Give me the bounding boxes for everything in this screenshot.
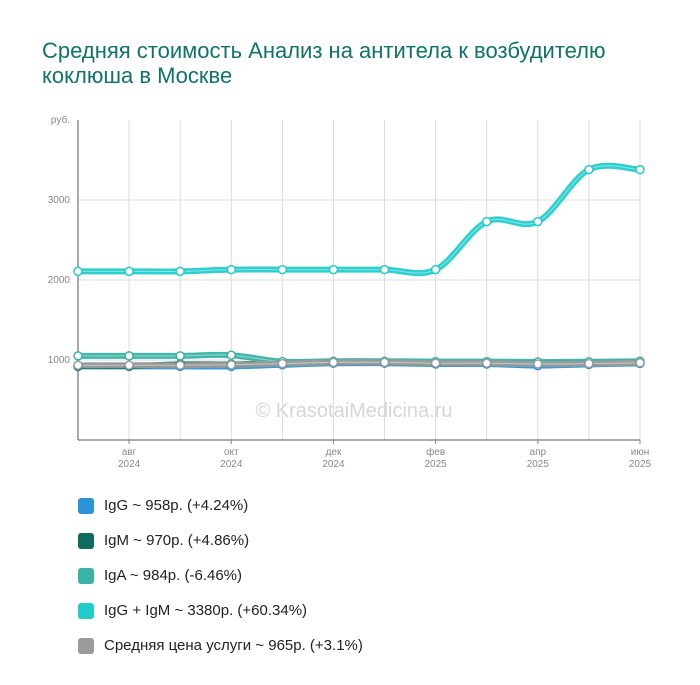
x-tick-month: авг — [122, 447, 137, 458]
marker-layer — [73, 164, 645, 372]
line-chart: 100020003000руб.авг2024окт2024дек2024фев… — [48, 114, 652, 470]
x-tick-year: 2024 — [118, 459, 141, 470]
legend-label: Средняя цена услуги ~ 965р. (+3.1%) — [104, 637, 363, 654]
grid — [77, 120, 641, 440]
series-4-point — [481, 358, 492, 368]
series-4-point — [73, 360, 83, 370]
legend-label: IgA ~ 984р. (-6.46%) — [104, 567, 243, 584]
series-4-point — [277, 358, 288, 369]
series-3-point — [430, 264, 441, 275]
legend-item[interactable]: IgA ~ 984р. (-6.46%) — [78, 558, 363, 593]
series-3-point — [584, 164, 594, 175]
x-tick-year: 2025 — [425, 459, 448, 470]
series-3-point — [124, 266, 134, 277]
series-3-point — [533, 216, 543, 227]
legend-label: IgG ~ 958р. (+4.24%) — [104, 497, 249, 514]
y-tick-label: 1000 — [48, 355, 71, 366]
x-tick-month: фев — [426, 446, 445, 458]
series-4-point — [635, 358, 645, 368]
legend-swatch — [78, 567, 94, 584]
series-3-point — [175, 266, 185, 277]
series-4-point — [124, 360, 134, 370]
series-3-point — [328, 264, 339, 275]
series-4-point — [584, 358, 594, 369]
series-3-line-highlight — [78, 165, 641, 274]
legend-item[interactable]: IgM ~ 970р. (+4.86%) — [78, 523, 363, 558]
chart-title: Средняя стоимость Анализ на антитела к в… — [42, 38, 606, 88]
series-2-point — [124, 351, 134, 361]
x-tick-month: июн — [631, 447, 650, 458]
x-tick-month: окт — [224, 447, 239, 458]
legend-label: IgM ~ 970р. (+4.86%) — [104, 532, 250, 549]
series-3-point — [277, 264, 288, 275]
series-layer — [75, 162, 643, 370]
x-tick-year: 2024 — [220, 459, 243, 470]
legend-swatch — [78, 637, 94, 654]
x-tick-year: 2025 — [527, 459, 550, 470]
series-3-point — [73, 266, 83, 277]
series-2-point — [73, 351, 83, 361]
series-3-point — [635, 164, 645, 175]
legend-swatch — [78, 497, 94, 514]
series-4-point — [328, 357, 339, 368]
axes: 100020003000руб.авг2024окт2024дек2024фев… — [48, 114, 652, 470]
series-3-point — [226, 264, 237, 275]
series-4-point — [533, 359, 543, 369]
legend: IgG ~ 958р. (+4.24%) IgM ~ 970р. (+4.86%)… — [78, 488, 363, 663]
series-4-point — [430, 358, 441, 368]
series-4-point — [175, 360, 185, 370]
series-3-point — [481, 216, 492, 227]
legend-swatch — [78, 602, 94, 619]
x-tick-year: 2025 — [629, 459, 652, 470]
legend-swatch — [78, 532, 94, 549]
series-2-point — [226, 350, 237, 360]
series-4-point — [226, 360, 237, 370]
legend-label: IgG + IgM ~ 3380р. (+60.34%) — [104, 602, 308, 619]
x-tick-month: апр — [530, 447, 547, 458]
y-tick-label: 2000 — [48, 275, 71, 286]
legend-item[interactable]: IgG ~ 958р. (+4.24%) — [78, 488, 363, 523]
series-3-point — [379, 264, 390, 275]
y-tick-label: 3000 — [48, 195, 71, 206]
legend-item[interactable]: IgG + IgM ~ 3380р. (+60.34%) — [78, 593, 363, 628]
series-4-point — [379, 357, 390, 368]
series-3-line — [75, 162, 643, 277]
watermark: © KrasotaiMedicina.ru — [255, 400, 452, 422]
x-tick-year: 2024 — [322, 459, 345, 470]
x-tick-month: дек — [326, 447, 342, 458]
y-axis-label: руб. — [51, 114, 70, 126]
series-2-point — [175, 351, 185, 361]
legend-item[interactable]: Средняя цена услуги ~ 965р. (+3.1%) — [78, 628, 363, 663]
